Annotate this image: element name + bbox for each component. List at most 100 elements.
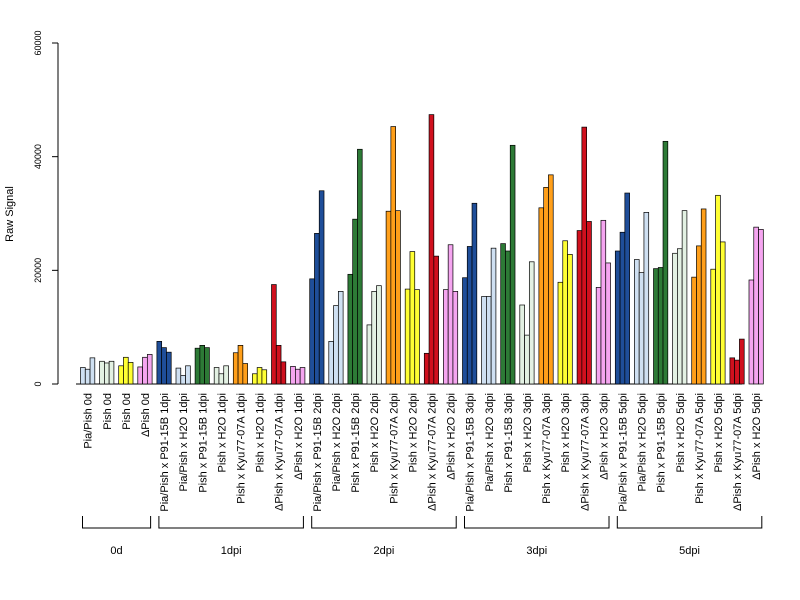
category-label: Pish x P91-15B 1dpi: [197, 393, 209, 493]
group-label: 3dpi: [526, 545, 547, 557]
group-label: 2dpi: [374, 545, 395, 557]
bar: [734, 359, 740, 385]
bar: [194, 347, 201, 385]
bar: [137, 366, 143, 385]
bar: [404, 288, 411, 385]
bar: [199, 345, 205, 385]
bar: [104, 362, 110, 385]
bar: [333, 305, 339, 385]
bar: [634, 259, 640, 385]
category-label: Pish x Kyu77-07A 1dpi: [235, 393, 247, 504]
bar: [624, 192, 630, 385]
bar: [318, 190, 325, 385]
bar: [118, 365, 124, 385]
bar: [275, 345, 282, 385]
bar: [538, 207, 545, 385]
category-label: ΔPish x Kyu77-07A 1dpi: [274, 393, 286, 511]
bar: [614, 250, 621, 385]
bar: [567, 254, 573, 385]
y-tick-label: 40000: [33, 144, 43, 169]
category-label: Pia/Pish x H2O 3dpi: [484, 393, 496, 491]
bar: [328, 341, 334, 385]
bar: [142, 356, 148, 385]
bar: [486, 296, 492, 385]
category-label: Pish x P91-15B 2dpi: [350, 393, 362, 493]
bar: [261, 369, 268, 385]
category-label: Pish 0d: [121, 393, 133, 430]
category-label: Pia/Pish x P91-15B 3dpi: [465, 393, 477, 512]
bar: [548, 174, 554, 385]
category-label: ΔPish x Kyu77-07A 5dpi: [732, 393, 744, 511]
bar: [466, 246, 473, 385]
y-tick-label: 20000: [33, 258, 43, 283]
category-label: Pia/Pish x P91-15B 2dpi: [312, 393, 324, 512]
group-bracket: [311, 516, 457, 529]
y-axis-title: Raw Signal: [4, 186, 16, 242]
bar: [662, 140, 669, 385]
bar: [271, 284, 277, 385]
bar: [543, 187, 549, 385]
group-bracket: [616, 516, 763, 529]
bar: [123, 356, 129, 385]
bar: [242, 363, 248, 385]
bar: [213, 367, 220, 385]
category-labels: Pia/Pish 0d Pish 0d Pish 0d ΔPish 0d Pia/Pis…: [83, 393, 764, 512]
bar: [423, 352, 430, 385]
bar: [643, 212, 650, 385]
category-label: Pish x Kyu77-07A 3dpi: [541, 393, 553, 504]
bar: [653, 268, 659, 385]
category-label: Pish x H2O 5dpi: [713, 393, 725, 472]
category-label: Pish x H2O 5dpi: [675, 393, 687, 472]
category-label: ΔPish x Kyu77-07A 2dpi: [426, 393, 438, 511]
bar: [433, 255, 439, 385]
bar: [748, 279, 755, 385]
category-label: Pish x H2O 3dpi: [560, 393, 572, 472]
y-axis: 0 20000 40000 60000: [33, 30, 59, 387]
bar: [357, 148, 363, 385]
bar: [600, 219, 607, 385]
bar: [390, 126, 396, 385]
bar: [677, 248, 683, 385]
bar: [180, 375, 186, 385]
category-label: Pia/Pish 0d: [83, 393, 95, 449]
bar: [729, 357, 736, 385]
category-label: Pish x H2O 1dpi: [216, 393, 228, 472]
category-label: ΔPish 0d: [140, 393, 152, 437]
group-label: 0d: [110, 545, 122, 557]
category-label: Pish x Kyu77-07A 5dpi: [694, 393, 706, 504]
bar: [337, 291, 344, 385]
bar: [605, 262, 611, 385]
bar: [108, 360, 115, 385]
bar: [595, 287, 602, 385]
bar: [719, 241, 726, 385]
bar: [490, 247, 497, 385]
category-label: ΔPish x H2O 3dpi: [598, 393, 610, 480]
bar: [371, 291, 377, 385]
category-label: Pish x P91-15B 3dpi: [503, 393, 515, 493]
bar: [519, 304, 525, 385]
bar: [557, 281, 564, 385]
bar: [681, 210, 688, 385]
category-label: Pia/Pish x P91-15B 1dpi: [159, 393, 171, 512]
bar: [657, 267, 664, 385]
bar: [146, 354, 153, 385]
bar: [84, 368, 91, 385]
bar: [366, 324, 373, 385]
bar: [710, 268, 716, 385]
bar: [509, 144, 516, 385]
bar: [299, 367, 306, 385]
bar: [232, 352, 239, 385]
bar: [99, 360, 105, 385]
bar: [528, 261, 535, 385]
category-label: ΔPish x H2O 2dpi: [446, 393, 458, 480]
category-label: ΔPish x H2O 1dpi: [293, 393, 305, 480]
bar: [252, 373, 258, 385]
bar: [314, 233, 320, 385]
category-label: Pia/Pish x P91-15B 5dpi: [617, 393, 629, 512]
bar: [481, 296, 487, 385]
group-bracket: [82, 516, 152, 529]
bar: [166, 351, 172, 385]
category-label: Pish x H2O 3dpi: [522, 393, 534, 472]
group-bracket: [464, 516, 610, 529]
